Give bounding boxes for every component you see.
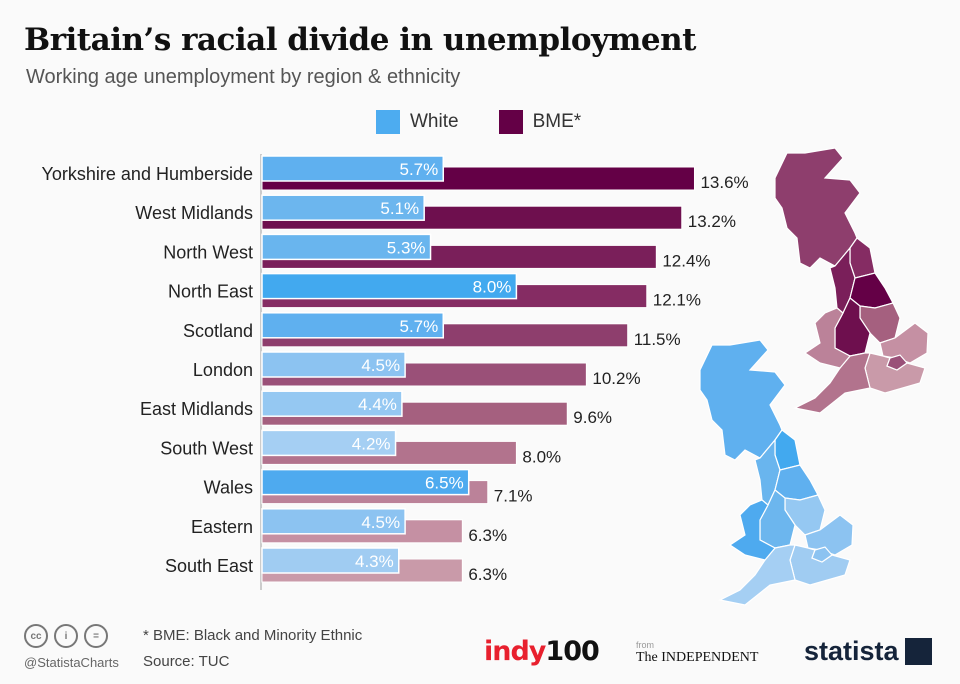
bar-white (261, 351, 406, 378)
map-region-south-west (793, 352, 871, 414)
map-bme (774, 147, 929, 414)
legend-item-white: White (376, 110, 459, 134)
map-region-london (811, 546, 833, 563)
chart-subtitle: Working age unemployment by region & eth… (26, 66, 461, 88)
legend-label-bme: BME* (532, 111, 582, 132)
indy100-logo: indy100 (484, 636, 600, 667)
statista-handle: @StatistaCharts (24, 655, 119, 670)
data-label-white: 4.5% (361, 356, 400, 375)
bar-white (261, 468, 470, 496)
data-label-bme: 13.6% (700, 173, 748, 192)
statista-text: statista (804, 636, 899, 666)
category-label: London (193, 360, 253, 380)
map-white (699, 339, 854, 606)
statista-mark-icon (904, 638, 932, 665)
category-label: Eastern (191, 517, 253, 537)
legend: White BME* (376, 110, 581, 134)
legend-label-white: White (410, 111, 459, 132)
data-label-bme: 11.5% (634, 330, 681, 349)
data-label-bme: 6.3% (468, 526, 507, 545)
source: Source: TUC (143, 653, 230, 670)
cc-icon: cc (24, 624, 48, 648)
data-label-bme: 7.1% (494, 487, 533, 506)
data-label-white: 4.2% (352, 434, 391, 453)
map-region-north-east (849, 237, 876, 279)
indy-text: indy (484, 636, 546, 667)
data-label-white: 4.4% (358, 395, 397, 414)
data-label-bme: 6.3% (468, 565, 507, 584)
statista-logo: statista (804, 636, 932, 667)
bar-white (261, 155, 445, 182)
legend-swatch-bme (498, 110, 523, 134)
bar-white (261, 194, 425, 221)
map-region-wales (728, 499, 776, 561)
legend-item-bme: BME* (498, 110, 582, 134)
data-label-white: 5.3% (387, 238, 426, 257)
map-region-scotland (699, 339, 786, 461)
map-region-wales (803, 307, 851, 369)
category-label: Wales (204, 478, 253, 498)
category-label: West Midlands (135, 203, 253, 223)
map-region-scotland (774, 147, 861, 269)
data-label-bme: 8.0% (522, 447, 561, 466)
independent-text: The INDEPENDENT (636, 650, 759, 665)
data-label-bme: 10.2% (592, 369, 640, 388)
category-label: North East (168, 282, 253, 302)
category-label: Scotland (183, 321, 253, 341)
data-label-white: 4.5% (361, 513, 400, 532)
data-label-bme: 12.4% (662, 251, 710, 270)
data-label-white: 5.1% (380, 199, 419, 218)
bar-white (261, 233, 432, 261)
map-region-north-east (774, 429, 801, 471)
data-label-white: 5.7% (400, 317, 439, 336)
license-icons: cc i = (24, 624, 108, 648)
category-label: South West (160, 438, 253, 458)
nd-icon: = (84, 624, 108, 648)
data-label-bme: 13.2% (688, 212, 736, 231)
map-region-south-west (718, 544, 796, 606)
map-region-london (886, 354, 908, 371)
bar-white (261, 312, 445, 339)
data-label-white: 4.3% (355, 552, 394, 571)
footnote: * BME: Black and Minority Ethnic (143, 627, 363, 644)
bar-white (261, 390, 403, 417)
data-label-bme: 9.6% (573, 408, 612, 427)
category-label: North West (163, 242, 253, 262)
chart-title: Britain’s racial divide in unemployment (24, 22, 696, 58)
legend-swatch-white (376, 110, 400, 134)
indy-number: 100 (545, 636, 599, 667)
bar-white (261, 429, 397, 457)
data-label-white: 8.0% (473, 278, 512, 297)
data-label-white: 6.5% (425, 474, 464, 493)
category-label: East Midlands (140, 399, 253, 419)
data-label-white: 5.7% (400, 160, 439, 179)
data-label-bme: 12.1% (653, 291, 701, 310)
category-label: Yorkshire and Humberside (42, 164, 253, 184)
from-text: from (636, 640, 654, 650)
category-label: South East (165, 556, 253, 576)
bar-white (261, 508, 406, 535)
bar-white (261, 272, 518, 300)
bar-white (261, 547, 400, 574)
independent-logo: from The INDEPENDENT (636, 640, 758, 666)
by-icon: i (54, 624, 78, 648)
